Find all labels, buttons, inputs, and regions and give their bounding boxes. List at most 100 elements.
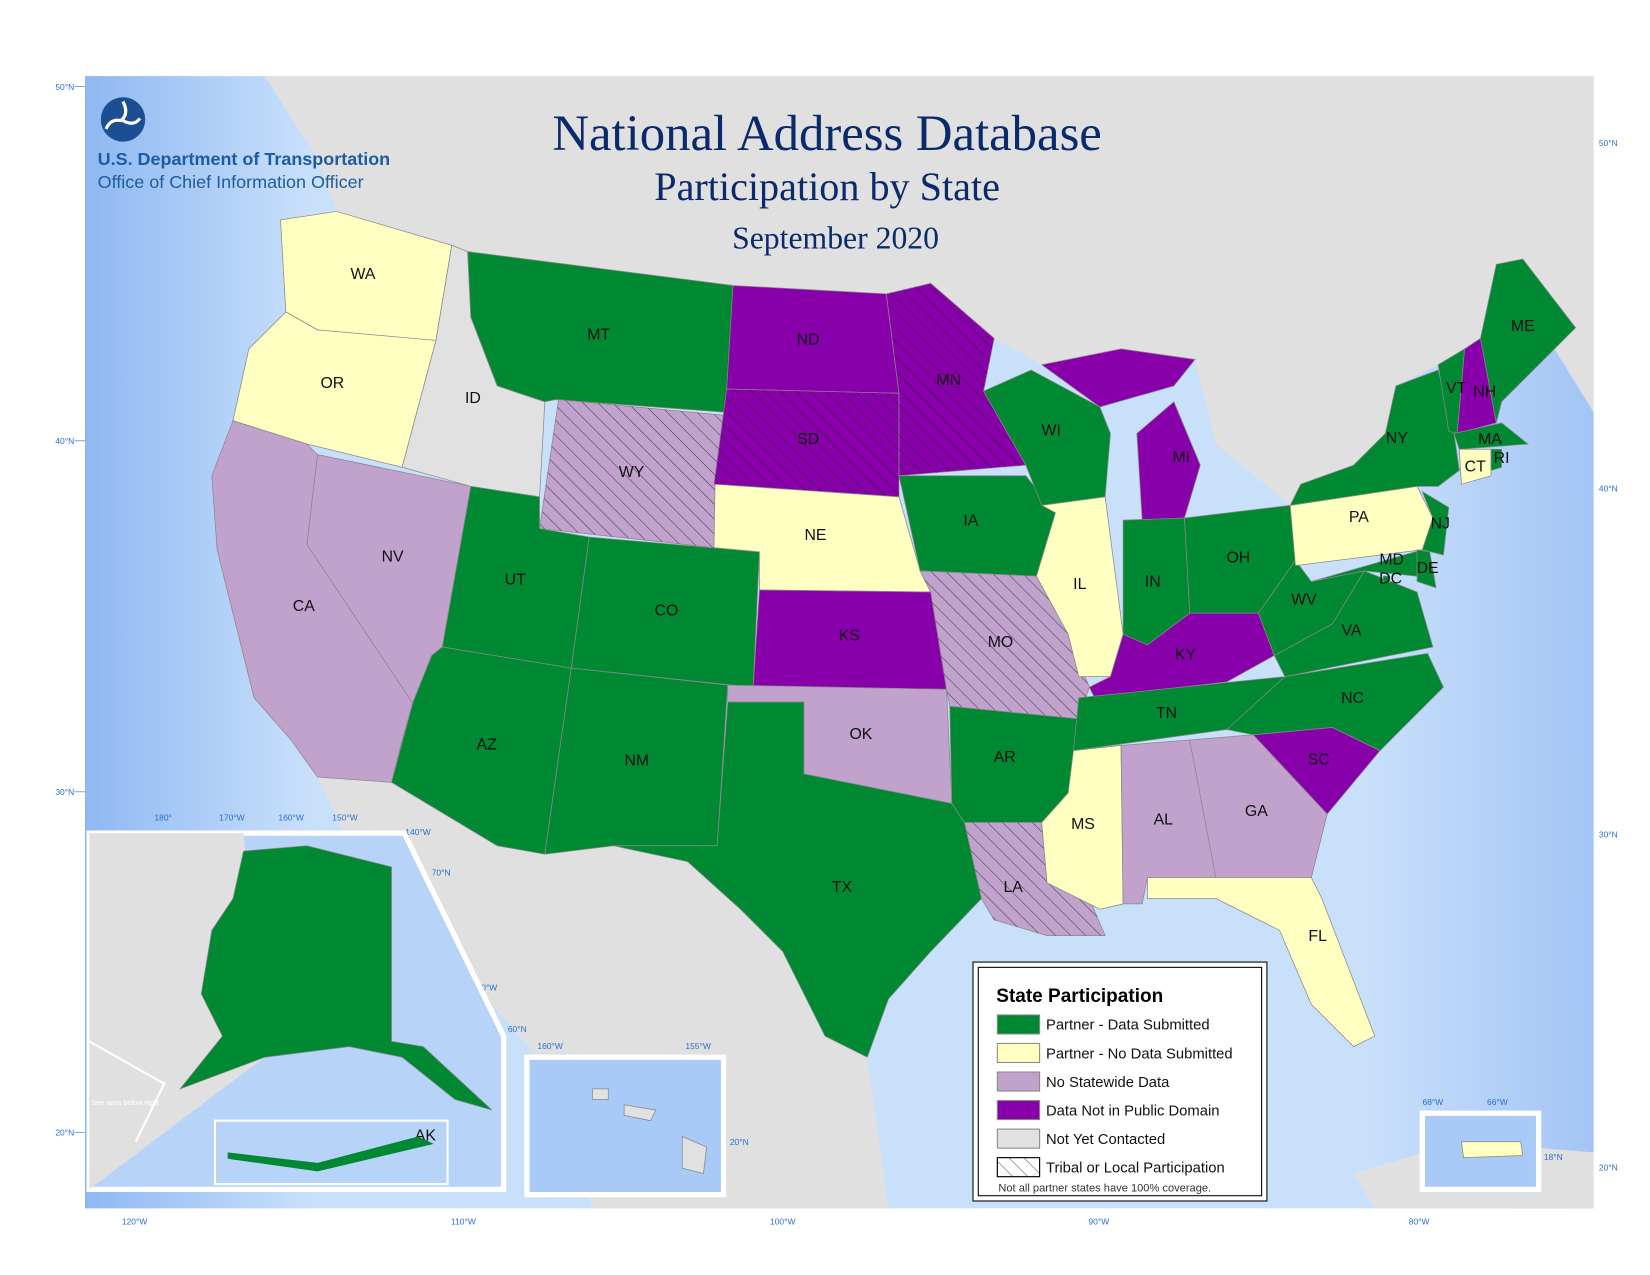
state-de[interactable] [1416,549,1437,589]
legend-note: Not all partner states have 100% coverag… [998,1182,1211,1194]
aleutians-leader-line [88,1040,166,1143]
state-label-ms: MS [1071,816,1095,833]
state-me[interactable] [1480,258,1577,423]
state-label-mi: MI [1172,449,1190,466]
legend-item: Tribal or Local Participation [996,1157,1225,1178]
state-sd[interactable] [713,388,900,498]
state-label-nv: NV [382,548,404,565]
state-wi[interactable] [983,369,1111,506]
dot-logo-swirl [104,100,142,130]
ak-lon-label: 160°W [278,812,303,822]
lon-label-bottom: 110°W [451,1216,476,1226]
lat-label-right: 20°N [1599,1162,1618,1172]
state-tx[interactable] [613,701,982,1058]
lat-label-left: 40°N [55,436,74,446]
state-or[interactable] [232,311,437,468]
state-label-wi: WI [1042,423,1061,440]
state-label-ky: KY [1175,647,1197,664]
canada-landmass [264,76,1594,506]
state-label-wy: WY [619,464,645,481]
legend-label: Partner - Data Submitted [1046,1018,1210,1034]
legend-swatch [996,1100,1041,1121]
state-label-mn: MN [936,372,961,389]
legend: State Participation Partner - Data Submi… [972,961,1268,1202]
state-label-or: OR [320,375,344,392]
state-label-al: AL [1154,812,1174,829]
state-label-la: LA [1003,879,1023,896]
state-mi[interactable] [1040,348,1201,521]
state-pr[interactable] [1461,1141,1524,1159]
state-label-ri: RI [1494,450,1510,467]
ak-lon-label: 180° [154,812,171,822]
state-label-ar: AR [994,749,1016,766]
hawaii-inset [524,1054,727,1198]
legend-title: State Participation [996,986,1163,1007]
map-subtitle: Participation by State [654,164,1000,209]
mexico-landmass [317,777,889,1209]
state-label-de: DE [1417,560,1439,577]
legend-label: Data Not in Public Domain [1046,1103,1220,1119]
state-label-dc: DC [1379,571,1402,588]
state-il[interactable] [1036,496,1124,677]
ak-lon-label: 170°W [219,812,244,822]
state-nj[interactable] [1421,490,1450,556]
state-label-in: IN [1145,574,1161,591]
state-label-id: ID [465,390,481,407]
state-ga[interactable] [1189,734,1328,880]
legend-label: Partner - No Data Submitted [1046,1046,1233,1062]
state-ma[interactable] [1453,422,1530,450]
legend-label: Not Yet Contacted [1046,1132,1165,1148]
hi-lon-label: 155°W [685,1041,710,1051]
state-label-wa: WA [351,266,376,283]
state-fl[interactable] [1147,877,1376,1048]
lon-label-bottom: 80°W [1409,1216,1430,1226]
hi-lat-label: 20°N [730,1137,749,1147]
legend-item: Partner - Data Submitted [996,1014,1210,1035]
legend-item: Not Yet Contacted [996,1128,1165,1149]
office-name: Office of Chief Information Officer [98,172,364,192]
state-label-fl: FL [1308,928,1327,945]
state-label-ks: KS [839,628,860,645]
map-date: September 2020 [732,220,939,255]
lon-label-bottom: 120°W [122,1216,147,1226]
hi-lon-label: 160°W [537,1041,562,1051]
state-label-ga: GA [1245,803,1268,820]
lat-label-right: 30°N [1599,829,1618,839]
state-dc[interactable] [1382,575,1390,583]
state-nc[interactable] [1225,652,1444,752]
map-title: National Address Database [552,105,1101,161]
state-ak[interactable] [178,845,493,1111]
state-label-nc: NC [1341,690,1364,707]
agency-name: U.S. Department of Transportation [98,149,391,169]
state-label-ut: UT [505,572,526,589]
state-label-sd: SD [797,431,819,448]
state-label-pa: PA [1349,509,1369,526]
state-wy[interactable] [539,399,727,549]
ak-lon-label: 130°W [472,983,497,993]
state-label-ia: IA [963,512,978,529]
lat-label-right: 50°N [1599,138,1618,148]
state-label-me: ME [1511,318,1535,335]
legend-item: No Statewide Data [996,1071,1170,1092]
state-hi[interactable] [592,1088,707,1174]
aleutian-islands [227,1136,434,1172]
ak-lon-label: 150°W [332,812,357,822]
state-label-ny: NY [1386,430,1408,447]
state-mn[interactable] [885,282,1027,477]
lat-label-right: 40°N [1599,484,1618,494]
state-label-tn: TN [1156,705,1177,722]
ak-see-note: See area below right [91,1098,159,1107]
state-label-vt: VT [1446,380,1467,397]
state-ct[interactable] [1458,448,1492,485]
state-label-nm: NM [624,752,649,769]
state-label-mt: MT [587,326,610,343]
state-ri[interactable] [1490,448,1502,471]
legend-swatch [996,1014,1041,1035]
state-label-ct: CT [1465,458,1486,475]
pr-lon-label: 68°W [1423,1097,1444,1107]
lat-label-left: 30°N [55,787,74,797]
state-label-il: IL [1073,576,1086,593]
state-label-az: AZ [477,737,498,754]
state-mo[interactable] [919,570,1090,720]
legend-swatch [996,1128,1041,1149]
